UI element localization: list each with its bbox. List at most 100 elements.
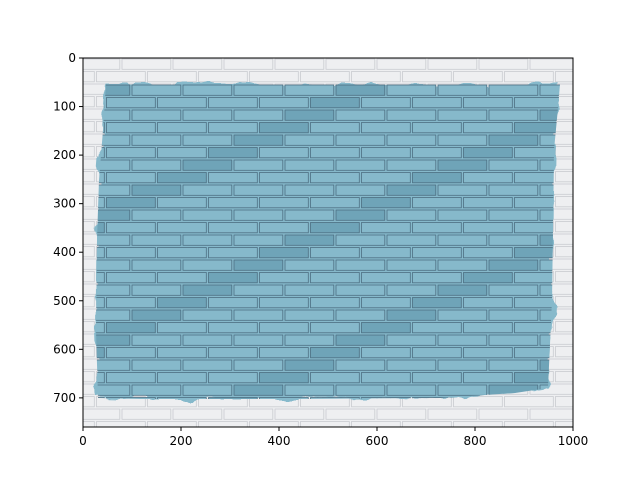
brick xyxy=(488,334,539,346)
brick xyxy=(361,322,411,334)
brick xyxy=(361,347,411,359)
brick xyxy=(581,234,630,244)
brick xyxy=(386,309,437,321)
brick xyxy=(386,159,437,171)
brick xyxy=(514,297,560,309)
brick xyxy=(182,109,233,121)
brick xyxy=(96,197,105,209)
brick xyxy=(182,334,233,346)
brick xyxy=(259,147,309,159)
brick xyxy=(581,109,630,119)
brick xyxy=(106,172,156,184)
brick xyxy=(412,97,462,109)
brick xyxy=(361,372,411,384)
brick xyxy=(96,272,105,284)
brick xyxy=(463,347,513,359)
brick xyxy=(131,159,182,171)
brick xyxy=(335,209,386,221)
brick xyxy=(376,408,427,420)
brick xyxy=(361,272,411,284)
brick xyxy=(386,84,437,96)
brick xyxy=(555,296,573,308)
brick xyxy=(412,197,462,209)
brick xyxy=(182,259,233,271)
brick xyxy=(259,247,309,259)
brick xyxy=(83,321,95,333)
brick xyxy=(581,409,630,419)
brick xyxy=(488,259,539,271)
brick xyxy=(182,184,233,196)
brick xyxy=(463,197,513,209)
brick xyxy=(96,172,105,184)
brick xyxy=(259,172,309,184)
brick xyxy=(96,284,131,296)
brick xyxy=(310,397,360,399)
brick xyxy=(514,247,560,259)
brick xyxy=(453,71,503,83)
brick xyxy=(504,396,554,408)
brick xyxy=(402,71,452,83)
brick xyxy=(284,284,335,296)
brick xyxy=(488,84,539,96)
brick xyxy=(310,122,360,134)
brick xyxy=(335,259,386,271)
brick xyxy=(284,309,335,321)
brick xyxy=(529,408,573,420)
brick xyxy=(198,71,248,83)
brick xyxy=(581,359,630,369)
brick xyxy=(463,297,513,309)
brick xyxy=(182,384,233,396)
brick xyxy=(581,334,630,344)
brick xyxy=(157,222,207,234)
brick xyxy=(386,184,437,196)
brick xyxy=(361,97,411,109)
brick xyxy=(310,222,360,234)
brick xyxy=(361,247,411,259)
brick xyxy=(284,159,335,171)
brick xyxy=(437,159,488,171)
brick xyxy=(182,84,233,96)
brick xyxy=(437,209,488,221)
brick xyxy=(259,397,309,399)
brick xyxy=(437,84,488,96)
brick xyxy=(325,408,376,420)
x-axis: 0 200 400 600 800 1000 xyxy=(79,427,588,448)
brick xyxy=(106,372,156,384)
brick xyxy=(412,147,462,159)
brick xyxy=(376,58,427,70)
brick xyxy=(555,371,573,383)
brick xyxy=(96,372,105,384)
brick xyxy=(539,259,560,271)
brick xyxy=(463,272,513,284)
y-tick-label: 400 xyxy=(53,245,76,259)
axes-frame xyxy=(82,57,574,428)
brick xyxy=(208,247,258,259)
brick xyxy=(233,309,284,321)
brick xyxy=(233,359,284,371)
brick xyxy=(157,297,207,309)
brick xyxy=(96,71,146,83)
brick xyxy=(488,359,539,371)
brick xyxy=(514,322,560,334)
brick xyxy=(437,284,488,296)
x-tick-label: 0 xyxy=(79,434,87,448)
brick xyxy=(96,109,131,121)
brick xyxy=(386,384,437,396)
brick xyxy=(463,97,513,109)
brick xyxy=(581,184,630,194)
brick xyxy=(83,196,95,208)
brick xyxy=(539,284,560,296)
brick xyxy=(514,197,560,209)
brick xyxy=(249,71,299,83)
brick xyxy=(157,322,207,334)
brick xyxy=(325,58,376,70)
x-tick-label: 600 xyxy=(366,434,389,448)
brick xyxy=(488,209,539,221)
brick xyxy=(121,58,172,70)
brick xyxy=(233,334,284,346)
brick xyxy=(157,247,207,259)
brick xyxy=(96,347,105,359)
brick xyxy=(412,372,462,384)
photo-image xyxy=(83,58,630,427)
brick xyxy=(514,122,560,134)
